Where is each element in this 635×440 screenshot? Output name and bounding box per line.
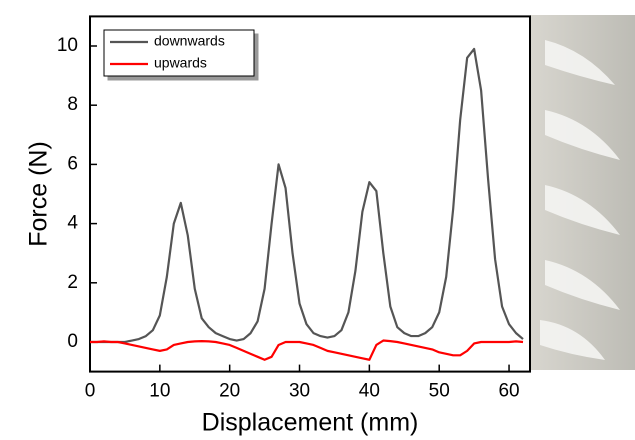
x-tick-label: 10	[149, 381, 170, 402]
x-tick-label: 40	[359, 381, 380, 402]
y-tick-label: 8	[67, 94, 78, 115]
y-tick-label: 10	[57, 35, 78, 56]
y-tick-label: 0	[67, 331, 78, 352]
y-tick-label: 4	[67, 213, 78, 234]
photo	[530, 15, 635, 370]
y-tick-label: 2	[67, 272, 78, 293]
legend-box	[103, 29, 255, 77]
x-tick-label: 60	[498, 381, 519, 402]
x-tick-label: 0	[85, 381, 96, 402]
y-tick-label: 6	[67, 153, 78, 174]
x-tick-label: 30	[289, 381, 310, 402]
line-series	[90, 47, 524, 344]
x-axis-title: Displacement (mm)	[202, 409, 419, 437]
x-tick-label: 20	[219, 381, 240, 402]
legend-label: upwards	[154, 55, 207, 71]
plot-frame	[89, 15, 531, 373]
y-axis-title: Force (N)	[25, 141, 53, 247]
x-tick-label: 50	[429, 381, 450, 402]
line-series	[90, 339, 524, 361]
legend-label: downwards	[154, 33, 225, 49]
legend: downwards upwards	[103, 29, 255, 77]
